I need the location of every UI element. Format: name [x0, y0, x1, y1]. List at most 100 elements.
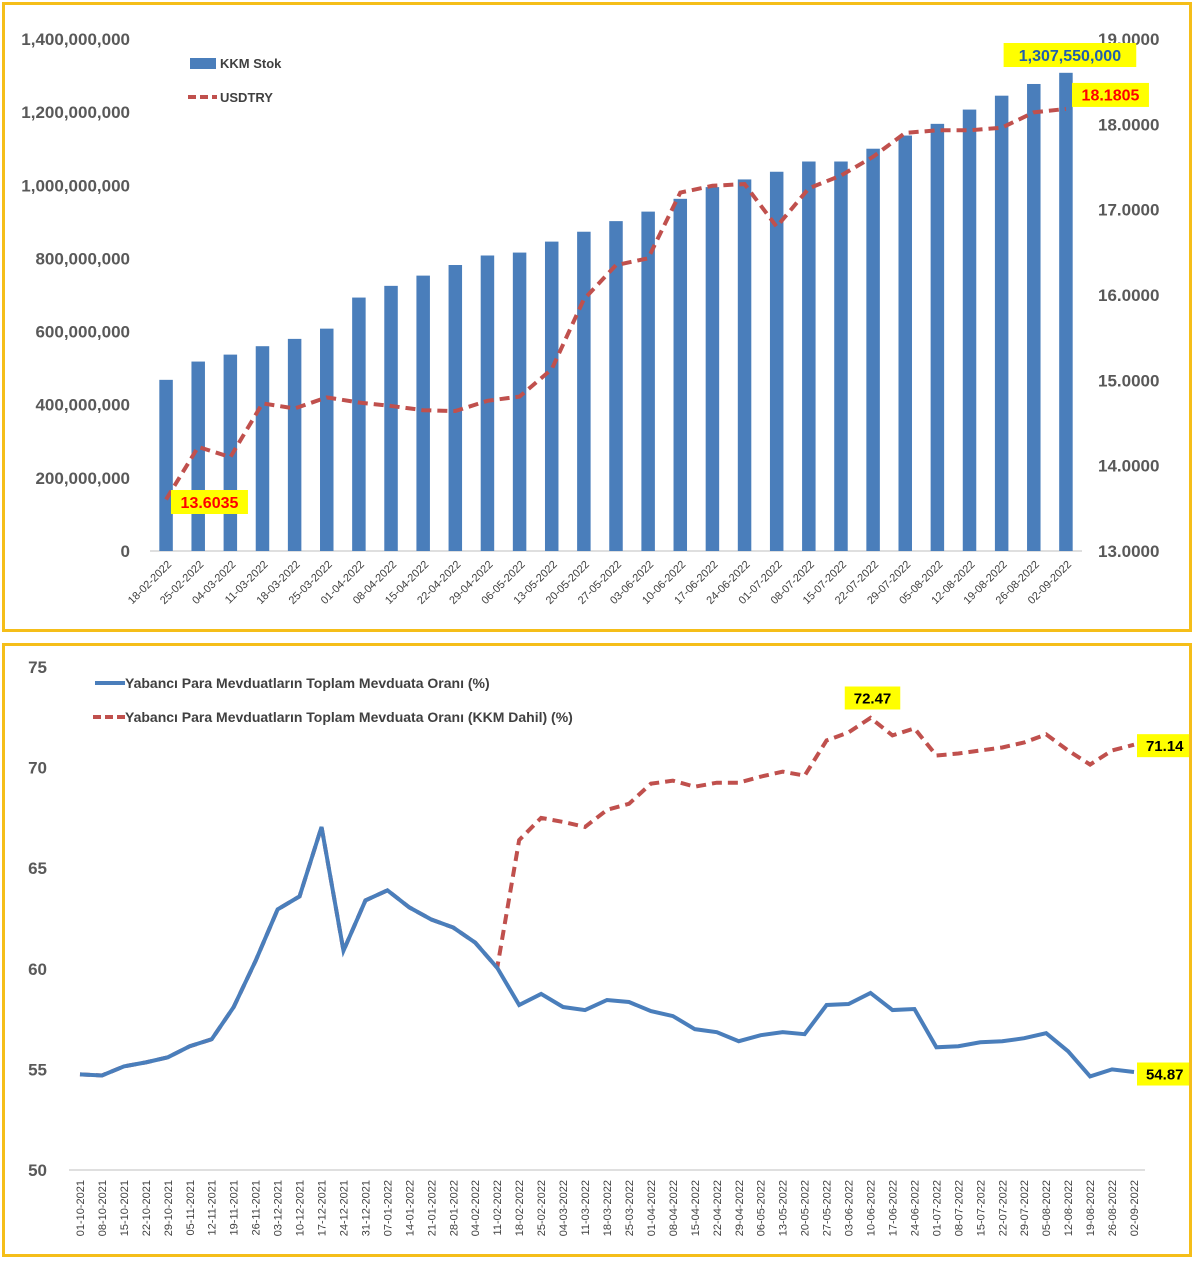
x-tick-label: 19-11-2021: [229, 1180, 241, 1235]
y-left-tick-label: 200,000,000: [35, 469, 130, 488]
y-tick-label: 65: [28, 859, 47, 878]
kkm-stok-bar: [1059, 72, 1073, 551]
x-tick-label: 10-12-2021: [295, 1180, 307, 1236]
x-tick-label: 08-10-2021: [97, 1180, 109, 1236]
x-tick-label: 14-01-2022: [404, 1180, 416, 1236]
kkm-dahil-last-value-label-bg: [1137, 734, 1189, 758]
x-tick-label: 31-12-2021: [360, 1180, 372, 1236]
x-tick-label: 22-04-2022: [712, 1180, 724, 1236]
legend-usdtry-label: USDTRY: [220, 90, 273, 105]
kkm-stok-bar: [352, 297, 366, 551]
kkm-dahil-peak-label-text: 72.47: [854, 690, 892, 707]
x-tick-label: 18-03-2022: [602, 1180, 614, 1236]
y-right-tick-label: 13.0000: [1098, 542, 1159, 561]
x-tick-label: 26-11-2021: [251, 1180, 263, 1235]
kkm-stok-bar: [577, 231, 591, 551]
kkm-stok-bar: [898, 135, 912, 551]
x-tick-label: 08-07-2022: [953, 1180, 965, 1236]
usdtry-line: [164, 106, 1067, 501]
x-tick-label: 03-06-2022: [844, 1180, 856, 1236]
kkm-stok-bar: [512, 252, 527, 551]
kkm-stok-bar: [609, 221, 623, 551]
x-tick-label: 28-01-2022: [448, 1180, 460, 1236]
legend-kkm-swatch: [190, 58, 216, 69]
y-tick-label: 60: [28, 960, 47, 979]
kkm-last-value-label-text: 1,307,550,000: [1019, 48, 1121, 65]
kkm-dahil-peak-label-bg: [844, 686, 901, 710]
x-tick-label: 01-10-2021: [75, 1180, 87, 1236]
x-tick-label: 27-05-2022: [822, 1180, 834, 1236]
x-tick-label: 05-11-2021: [185, 1180, 197, 1235]
fx-ratio-last-value-label-text: 54.87: [1146, 1066, 1184, 1083]
x-tick-label: 05-08-2022: [1041, 1180, 1053, 1236]
x-tick-label: 15-07-2022: [975, 1180, 987, 1236]
x-tick-label: 29-10-2021: [163, 1180, 175, 1236]
x-tick-label: 29-04-2022: [734, 1180, 746, 1236]
kkm-usdtry-chart: 0 200,000,000 400,000,000 600,000,000 800,00…: [21, 30, 1159, 607]
kkm-stok-bar: [480, 255, 495, 551]
x-tick-label: 11-02-2022: [492, 1180, 504, 1235]
x-tick-label: 03-12-2021: [273, 1180, 285, 1236]
kkm-last-value-label: 1,307,550,000: [1003, 43, 1137, 67]
usdtry-first-value-label-bg: [171, 490, 248, 514]
x-tick-label: 18-02-2022: [514, 1180, 526, 1236]
fx-ratio-last-value-label: 54.87: [1137, 1062, 1189, 1086]
x-tick-label: 11-03-2022: [580, 1180, 592, 1235]
kkm-stok-bar: [159, 379, 173, 551]
y-left-tick-label: 1,400,000,000: [21, 30, 130, 49]
kkm-stok-bar: [962, 109, 977, 551]
kkm-dahil-ratio-line: [79, 715, 1135, 1078]
x-tick-label: 15-04-2022: [690, 1180, 702, 1236]
kkm-stok-bar: [287, 338, 302, 551]
kkm-stok-bar: [737, 179, 752, 552]
y-left-tick-label: 600,000,000: [35, 323, 130, 342]
kkm-stok-bar: [384, 285, 398, 551]
kkm-stok-bar: [416, 275, 430, 551]
y-right-tick-label: 18.0000: [1098, 115, 1159, 134]
kkm-stok-bar: [705, 187, 720, 551]
y-right-tick-label: 16.0000: [1098, 286, 1159, 305]
x-tick-label: 24-12-2021: [338, 1180, 350, 1236]
x-tick-label: 07-01-2022: [382, 1180, 394, 1236]
x-tick-label: 01-07-2022: [931, 1180, 943, 1236]
legend-kkm-dahil-label: Yabancı Para Mevduatların Toplam Mevduat…: [125, 709, 573, 725]
x-tick-label: 21-01-2022: [426, 1180, 438, 1236]
kkm-stok-bar: [834, 161, 848, 551]
kkm-stok-bar: [255, 346, 270, 551]
x-tick-label: 25-02-2022: [536, 1180, 548, 1236]
kkm-last-value-label-bg: [1003, 43, 1137, 67]
x-tick-label: 10-06-2022: [866, 1180, 878, 1236]
y-left-tick-label: 800,000,000: [35, 249, 130, 268]
x-tick-label: 04-03-2022: [558, 1180, 570, 1236]
usdtry-first-value-label: 13.6035: [171, 490, 248, 514]
x-tick-label: 13-05-2022: [778, 1180, 790, 1236]
kkm-stok-bar: [673, 198, 688, 551]
kkm-stok-bar: [930, 123, 945, 552]
x-tick-label: 17-12-2021: [317, 1180, 329, 1236]
y-right-tick-label: 17.0000: [1098, 201, 1159, 220]
usdtry-first-value-label-text: 13.6035: [181, 495, 239, 512]
kkm-stok-bar: [1027, 83, 1041, 552]
y-tick-label: 50: [28, 1161, 47, 1180]
y-tick-label: 75: [28, 658, 47, 677]
x-tick-label: 25-03-2022: [624, 1180, 636, 1236]
x-tick-label: 22-07-2022: [997, 1180, 1009, 1236]
x-tick-label: 19-08-2022: [1085, 1180, 1097, 1236]
x-tick-label: 12-08-2022: [1063, 1180, 1075, 1236]
usdtry-last-value-label-text: 18.1805: [1082, 88, 1140, 105]
x-tick-label: 22-10-2021: [141, 1180, 153, 1236]
x-tick-label: 06-05-2022: [756, 1180, 768, 1236]
kkm-stok-bar: [641, 211, 655, 552]
kkm-dahil-last-value-label: 71.14: [1137, 734, 1189, 758]
y-left-tick-label: 400,000,000: [35, 396, 130, 415]
legend-fx-ratio-label: Yabancı Para Mevduatların Toplam Mevduat…: [125, 675, 490, 691]
x-tick-label: 01-04-2022: [646, 1180, 658, 1236]
kkm-stok-bar: [802, 161, 816, 551]
fx-ratio-last-value-label-bg: [1137, 1062, 1189, 1086]
x-tick-label: 02-09-2022: [1129, 1180, 1141, 1236]
y-left-tick-label: 1,200,000,000: [21, 103, 130, 122]
x-tick-label: 15-10-2021: [119, 1180, 131, 1236]
legend-kkm-label: KKM Stok: [220, 56, 282, 71]
x-tick-label: 04-02-2022: [470, 1180, 482, 1236]
x-tick-label: 17-06-2022: [887, 1180, 899, 1236]
